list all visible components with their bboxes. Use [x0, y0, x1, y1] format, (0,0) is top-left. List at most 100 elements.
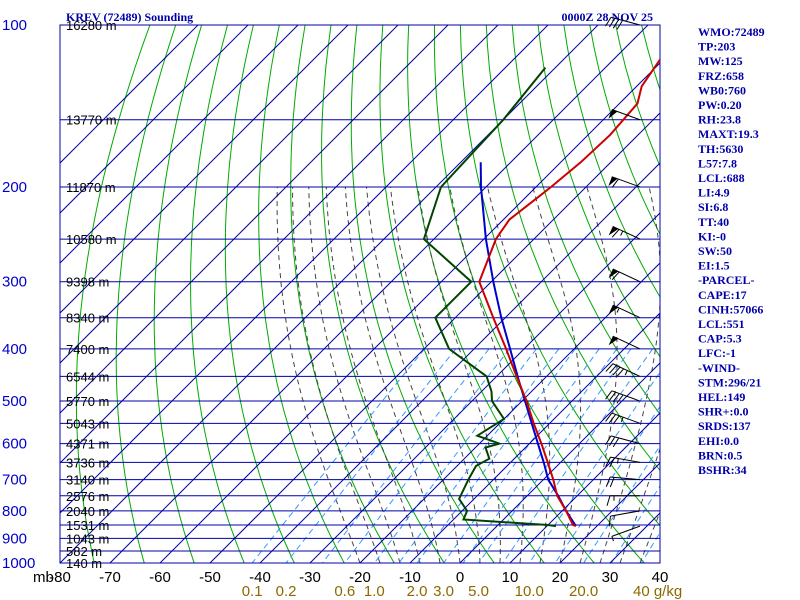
wind-barb	[608, 109, 641, 121]
isotherm-line	[159, 62, 660, 563]
wind-barb-half-flag	[620, 230, 624, 236]
temperature-tick-label: -10	[399, 569, 421, 586]
index-label: RH:23.8	[698, 113, 741, 127]
index-label: SI:6.8	[698, 200, 728, 214]
wind-barb-flag	[605, 390, 613, 400]
wind-barb-staff	[611, 176, 641, 188]
mixing-ratio-tick-label: 5.0	[468, 583, 489, 600]
isotherm-line	[60, 25, 299, 264]
index-label: CINH:57066	[698, 302, 763, 316]
height-tick-label: 3736 m	[66, 455, 109, 470]
wind-barb-flag	[608, 391, 616, 401]
plot-frame	[59, 24, 661, 564]
temperature-tick-label: 0	[456, 569, 464, 586]
isotherm-line	[109, 25, 649, 563]
isotherm-line	[459, 362, 660, 563]
wind-barb-flag	[605, 456, 611, 467]
mixing-ratio-tick-label: 1.0	[364, 583, 385, 600]
wind-barb-pennant	[608, 269, 619, 279]
wind-barb-staff	[610, 476, 641, 481]
dry-adiabat-line	[153, 25, 203, 563]
temperature-tick-label: -40	[249, 569, 271, 586]
wind-barb-staff	[611, 412, 641, 424]
height-tick-label: 11870 m	[66, 180, 116, 195]
index-label: FRZ:658	[698, 69, 744, 83]
temperature-tick-label: -70	[99, 569, 121, 586]
wind-barb-flag	[616, 20, 624, 30]
wind-barb	[605, 390, 641, 404]
temperature-tick-label: -20	[349, 569, 371, 586]
wind-barb	[608, 335, 641, 350]
height-tick-label: 4371 m	[66, 437, 109, 452]
height-tick-label: 7400 m	[66, 342, 109, 357]
index-label: TP:203	[698, 40, 735, 54]
moist-adiabat-line	[366, 186, 461, 563]
isotherm-line	[60, 25, 599, 563]
isotherm-line	[509, 412, 660, 563]
index-label: LCL:688	[698, 171, 745, 185]
wind-barb-flag	[609, 457, 615, 468]
isotherm-line	[409, 312, 660, 563]
mixing-ratio-tick-label: 0.6	[334, 583, 355, 600]
temperature-tick-label: -80	[49, 569, 71, 586]
temperature-profile	[478, 57, 660, 528]
index-label: BSHR:34	[698, 463, 747, 477]
height-tick-label: 10580 m	[66, 232, 117, 247]
wind-barb-flag	[606, 495, 611, 506]
dry-adiabat-line	[589, 25, 660, 236]
wind-barb-flag	[612, 393, 620, 403]
index-label: SHR+:0.0	[698, 405, 749, 419]
index-label: PW:0.20	[698, 98, 742, 112]
temperature-tick-label: 30	[602, 569, 619, 586]
mixing-ratio-line	[398, 348, 560, 563]
index-label: LFC:-1	[698, 346, 736, 360]
profile-curves	[422, 57, 660, 528]
index-label: TH:5630	[698, 142, 743, 156]
wind-barb-flag	[609, 477, 615, 488]
wind-barb-staff	[612, 304, 641, 319]
pressure-tick-label: 400	[2, 341, 27, 358]
wind-barb-flag	[608, 18, 616, 28]
temperature-tick-label: -60	[149, 569, 171, 586]
height-tick-label: 2576 m	[66, 489, 109, 504]
index-label: CAPE:17	[698, 288, 747, 302]
wind-barb	[605, 363, 641, 377]
wind-barb	[608, 268, 641, 283]
mixing-ratio-line	[502, 348, 654, 563]
wind-barb-flag	[612, 19, 620, 29]
index-label: -PARCEL-	[698, 273, 754, 287]
isotherm-line	[60, 25, 199, 164]
dry-adiabat-line	[745, 25, 800, 563]
mixing-ratio-line	[344, 348, 510, 563]
isotherm-line	[209, 112, 660, 563]
wind-barb-flag	[612, 437, 620, 448]
wind-barb-staff	[611, 390, 641, 402]
wind-barb-flag	[605, 363, 614, 372]
pressure-tick-label: 700	[2, 472, 27, 489]
wind-barb-pennant	[608, 336, 619, 346]
index-label: WMO:72489	[698, 25, 765, 39]
wind-barb	[608, 510, 641, 527]
mixing-ratio-line	[322, 348, 490, 563]
mixing-ratio-line	[528, 371, 660, 563]
mixing-ratio-tick-label: 2.0	[407, 583, 428, 600]
mixing-ratio-tick-label: 0.2	[276, 583, 297, 600]
temperature-tick-label: -30	[299, 569, 321, 586]
pressure-tick-label: 300	[2, 274, 27, 291]
dry-adiabat-line	[563, 25, 660, 298]
mixing-ratio-tick-label: 20.0	[569, 583, 598, 600]
wind-barb	[608, 304, 641, 319]
wind-barb-flag	[605, 476, 611, 487]
wind-barb-staff	[612, 268, 641, 283]
index-label: MW:125	[698, 54, 743, 68]
index-label: LI:4.9	[698, 186, 730, 200]
wind-barb-flag	[616, 394, 624, 404]
index-label: TT:40	[698, 215, 729, 229]
isotherm-line	[559, 462, 660, 563]
wind-barb-flag	[612, 366, 621, 376]
mixing-ratio-line	[478, 348, 632, 563]
wind-barb-flag	[611, 178, 619, 188]
wind-barb-half-flag	[611, 536, 614, 542]
isotherm-line	[60, 25, 449, 414]
wind-barb-flag	[611, 229, 620, 238]
